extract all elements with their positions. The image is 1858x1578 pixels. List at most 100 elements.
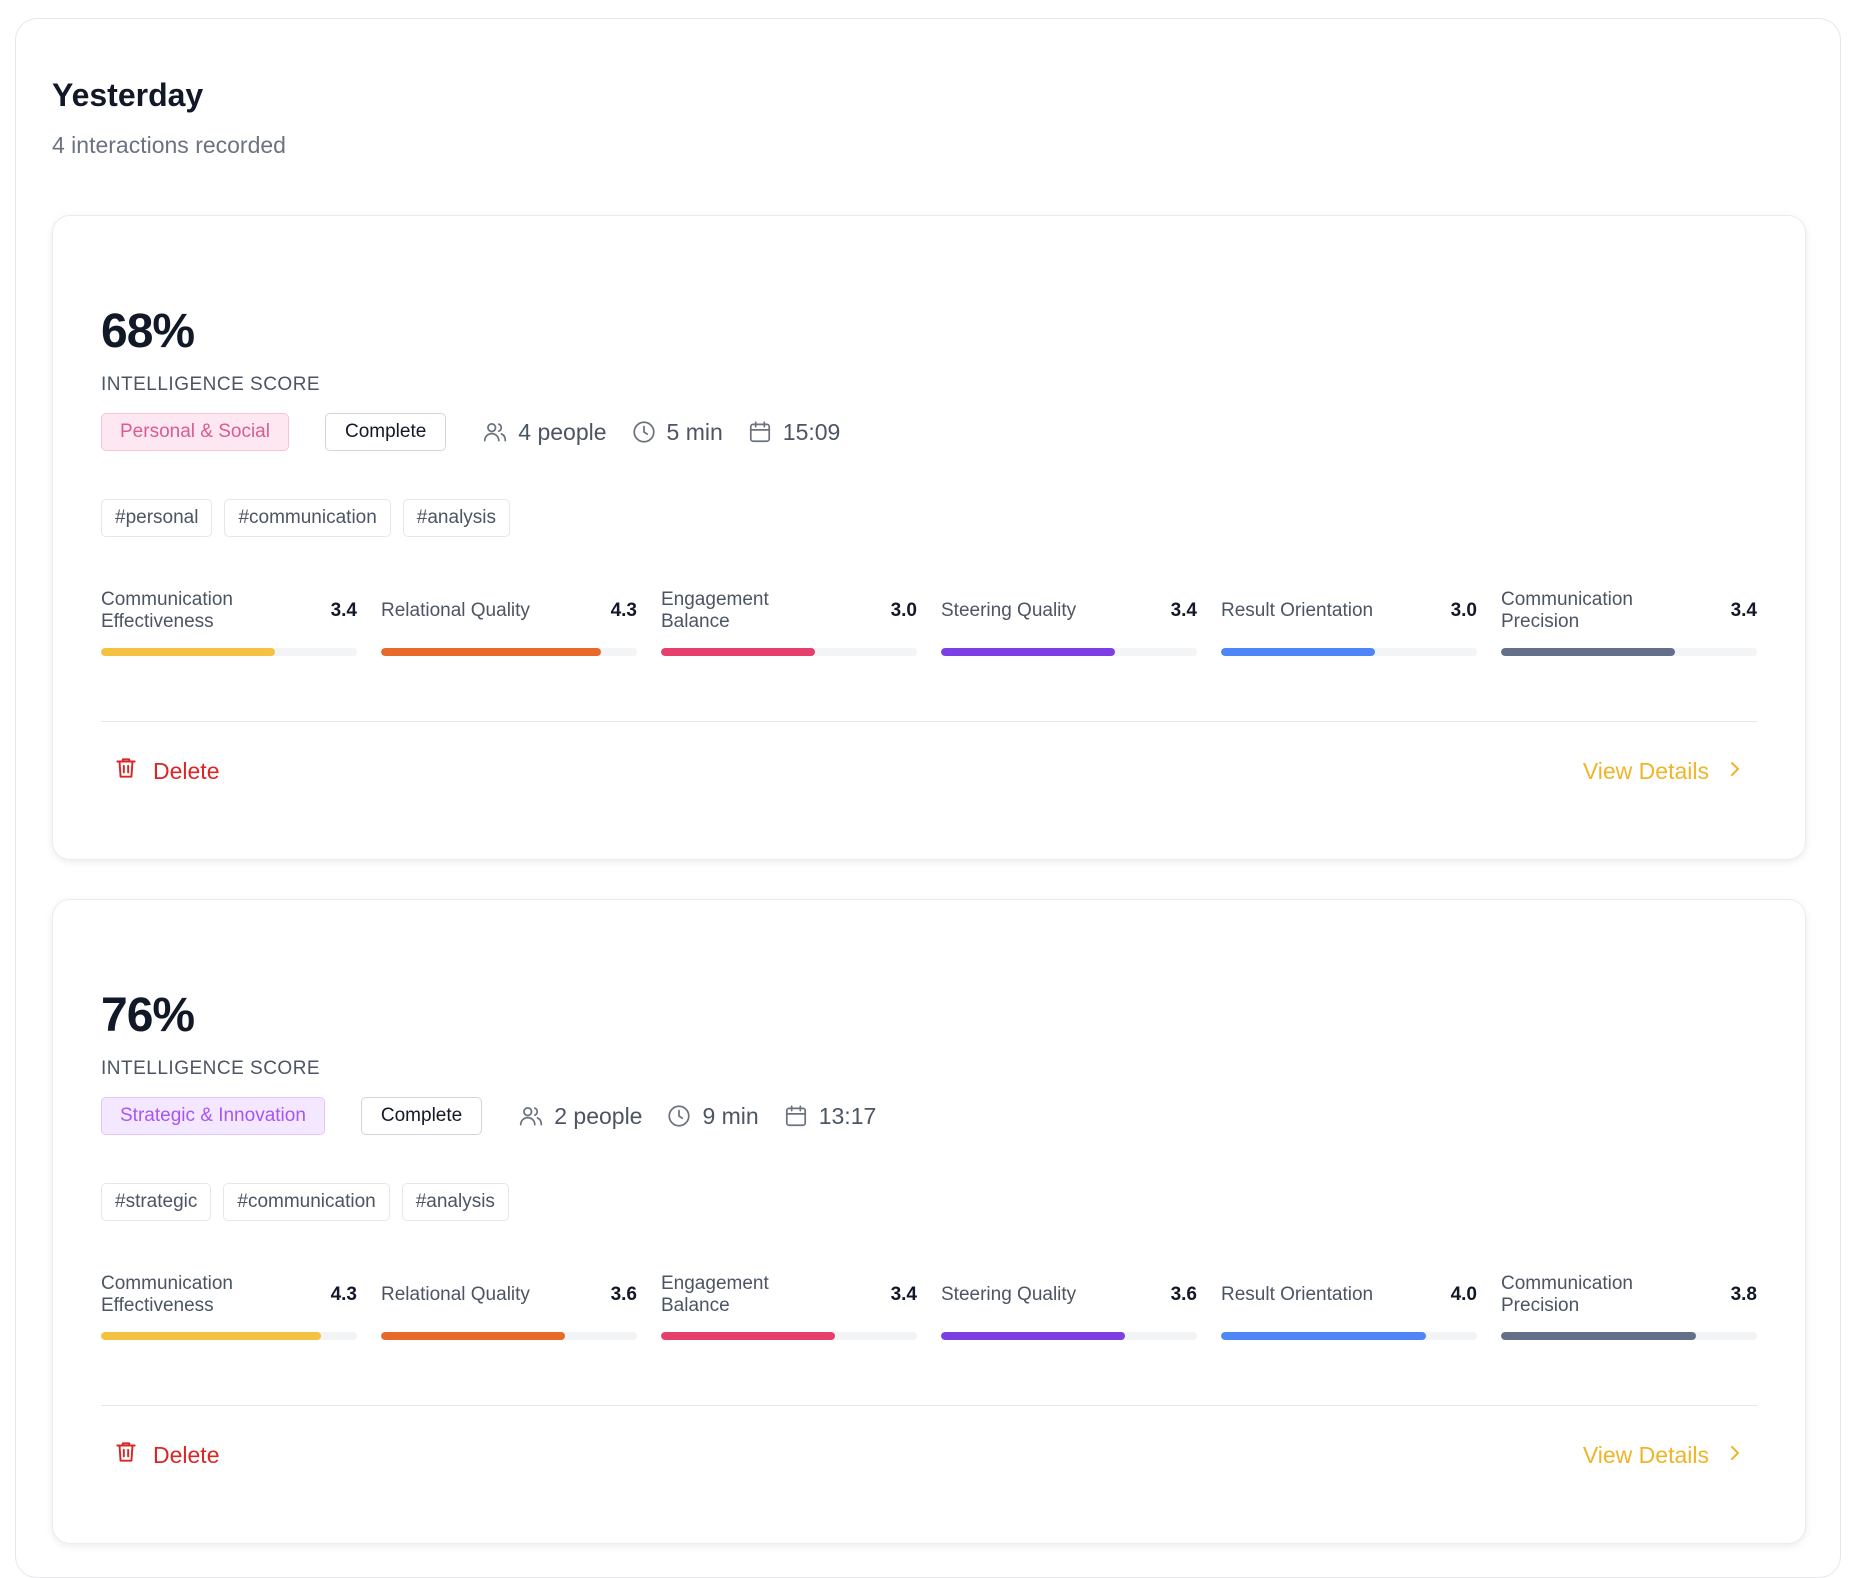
metric-bar-fill: [1221, 648, 1375, 656]
meta-row: Personal & Social Complete 4 people 5 mi…: [101, 412, 840, 452]
duration-value: 9 min: [702, 1102, 759, 1129]
metric-value: 3.0: [1450, 600, 1477, 621]
metric-name: Steering Quality: [941, 1284, 1077, 1305]
metric-engagement-balance: Engagement Balance 3.4: [661, 1272, 917, 1340]
metric-communication-precision: Communication Precision 3.8: [1501, 1272, 1757, 1340]
calendar-icon: [783, 1103, 809, 1129]
divider: [101, 721, 1757, 722]
tag-list: #strategic #communication #analysis: [101, 1183, 509, 1221]
tag[interactable]: #communication: [223, 1183, 390, 1221]
tag[interactable]: #personal: [101, 499, 213, 537]
category-badge: Personal & Social: [101, 413, 289, 451]
trash-icon: [113, 1439, 139, 1471]
metric-value: 3.8: [1730, 1284, 1757, 1305]
time-value: 13:17: [818, 1102, 877, 1129]
delete-label: Delete: [153, 757, 220, 784]
metric-relational-quality: Relational Quality 4.3: [381, 588, 637, 656]
users-icon: [482, 419, 508, 445]
people-count: 4 people: [518, 418, 607, 445]
metric-communication-precision: Communication Precision 3.4: [1501, 588, 1757, 656]
metric-value: 4.0: [1450, 1284, 1477, 1305]
metric-bar-fill: [1501, 1332, 1696, 1340]
metric-result-orientation: Result Orientation 3.0: [1221, 588, 1477, 656]
divider: [101, 1405, 1757, 1406]
score-label: INTELLIGENCE SCORE: [101, 1058, 321, 1079]
day-section: Yesterday 4 interactions recorded 68% IN…: [15, 18, 1841, 1578]
metric-bar: [661, 648, 917, 656]
tag[interactable]: #communication: [224, 499, 391, 537]
metric-value: 4.3: [610, 600, 637, 621]
metric-name: Relational Quality: [381, 600, 530, 621]
clock-icon: [631, 419, 657, 445]
category-badge: Strategic & Innovation: [101, 1097, 325, 1135]
people-count: 2 people: [554, 1102, 643, 1129]
metric-steering-quality: Steering Quality 3.6: [941, 1272, 1197, 1340]
metric-name: Communication Effectiveness: [101, 1273, 233, 1316]
meta-row: Strategic & Innovation Complete 2 people…: [101, 1096, 876, 1136]
tag-list: #personal #communication #analysis: [101, 499, 511, 537]
users-icon: [518, 1103, 544, 1129]
metric-bar-fill: [941, 648, 1116, 656]
tag[interactable]: #strategic: [101, 1183, 212, 1221]
time-stat: 13:17: [783, 1102, 877, 1130]
metric-bar-fill: [661, 1332, 836, 1340]
metric-bar-fill: [101, 648, 276, 656]
metric-bar-fill: [941, 1332, 1126, 1340]
duration-stat: 5 min: [631, 419, 723, 446]
metric-bar: [1221, 648, 1477, 656]
metric-name: Communication Precision: [1501, 589, 1633, 632]
view-details-button[interactable]: View Details: [1583, 1435, 1745, 1475]
tag[interactable]: #analysis: [402, 499, 511, 537]
metric-name: Relational Quality: [381, 1284, 530, 1305]
metric-value: 3.6: [1170, 1284, 1197, 1305]
duration-value: 5 min: [666, 418, 723, 445]
metric-bar-fill: [1221, 1332, 1426, 1340]
metric-steering-quality: Steering Quality 3.4: [941, 588, 1197, 656]
metric-bar: [381, 1332, 637, 1340]
metric-value: 3.4: [1730, 600, 1757, 621]
metric-bar-fill: [381, 1332, 566, 1340]
metrics-row: Communication Effectiveness 4.3 Relationa…: [101, 1272, 1757, 1340]
metric-result-orientation: Result Orientation 4.0: [1221, 1272, 1477, 1340]
metric-bar: [1501, 1332, 1757, 1340]
time-value: 15:09: [782, 418, 841, 445]
chevron-right-icon: [1725, 758, 1745, 785]
metric-engagement-balance: Engagement Balance 3.0: [661, 588, 917, 656]
metric-value: 4.3: [330, 1284, 357, 1305]
calendar-icon: [747, 419, 773, 445]
metric-bar-fill: [1501, 648, 1676, 656]
metric-name: Engagement Balance: [661, 1273, 769, 1316]
stats-group: 2 people 9 min 13:17: [518, 1103, 876, 1130]
people-stat: 4 people: [482, 418, 607, 446]
interaction-card[interactable]: 68% INTELLIGENCE SCORE Personal & Social…: [52, 215, 1806, 860]
view-details-label: View Details: [1582, 757, 1709, 784]
metric-bar: [1221, 1332, 1477, 1340]
metric-communication-effectiveness: Communication Effectiveness 4.3: [101, 1272, 357, 1340]
metric-bar: [941, 1332, 1197, 1340]
metric-name: Engagement Balance: [661, 589, 769, 632]
view-details-label: View Details: [1582, 1441, 1709, 1468]
metric-bar: [381, 648, 637, 656]
metric-bar-fill: [381, 648, 602, 656]
delete-label: Delete: [153, 1441, 220, 1468]
metric-bar-fill: [101, 1332, 322, 1340]
score-label: INTELLIGENCE SCORE: [101, 374, 321, 395]
metric-bar: [101, 648, 357, 656]
trash-icon: [113, 755, 139, 787]
view-details-button[interactable]: View Details: [1583, 751, 1745, 791]
metric-bar: [1501, 648, 1757, 656]
metric-bar-fill: [661, 648, 815, 656]
time-stat: 15:09: [747, 418, 841, 446]
metric-value: 3.4: [890, 1284, 917, 1305]
metric-value: 3.4: [1170, 600, 1197, 621]
tag[interactable]: #analysis: [401, 1183, 509, 1221]
metric-relational-quality: Relational Quality 3.6: [381, 1272, 637, 1340]
interaction-card[interactable]: 76% INTELLIGENCE SCORE Strategic & Innov…: [52, 899, 1806, 1544]
delete-button[interactable]: Delete: [113, 751, 219, 791]
people-stat: 2 people: [518, 1103, 642, 1130]
status-badge: Complete: [324, 413, 447, 451]
delete-button[interactable]: Delete: [113, 1435, 219, 1475]
metrics-row: Communication Effectiveness 3.4 Relationa…: [101, 588, 1757, 656]
section-subtitle: 4 interactions recorded: [52, 132, 286, 158]
intelligence-score: 68%: [101, 305, 195, 358]
